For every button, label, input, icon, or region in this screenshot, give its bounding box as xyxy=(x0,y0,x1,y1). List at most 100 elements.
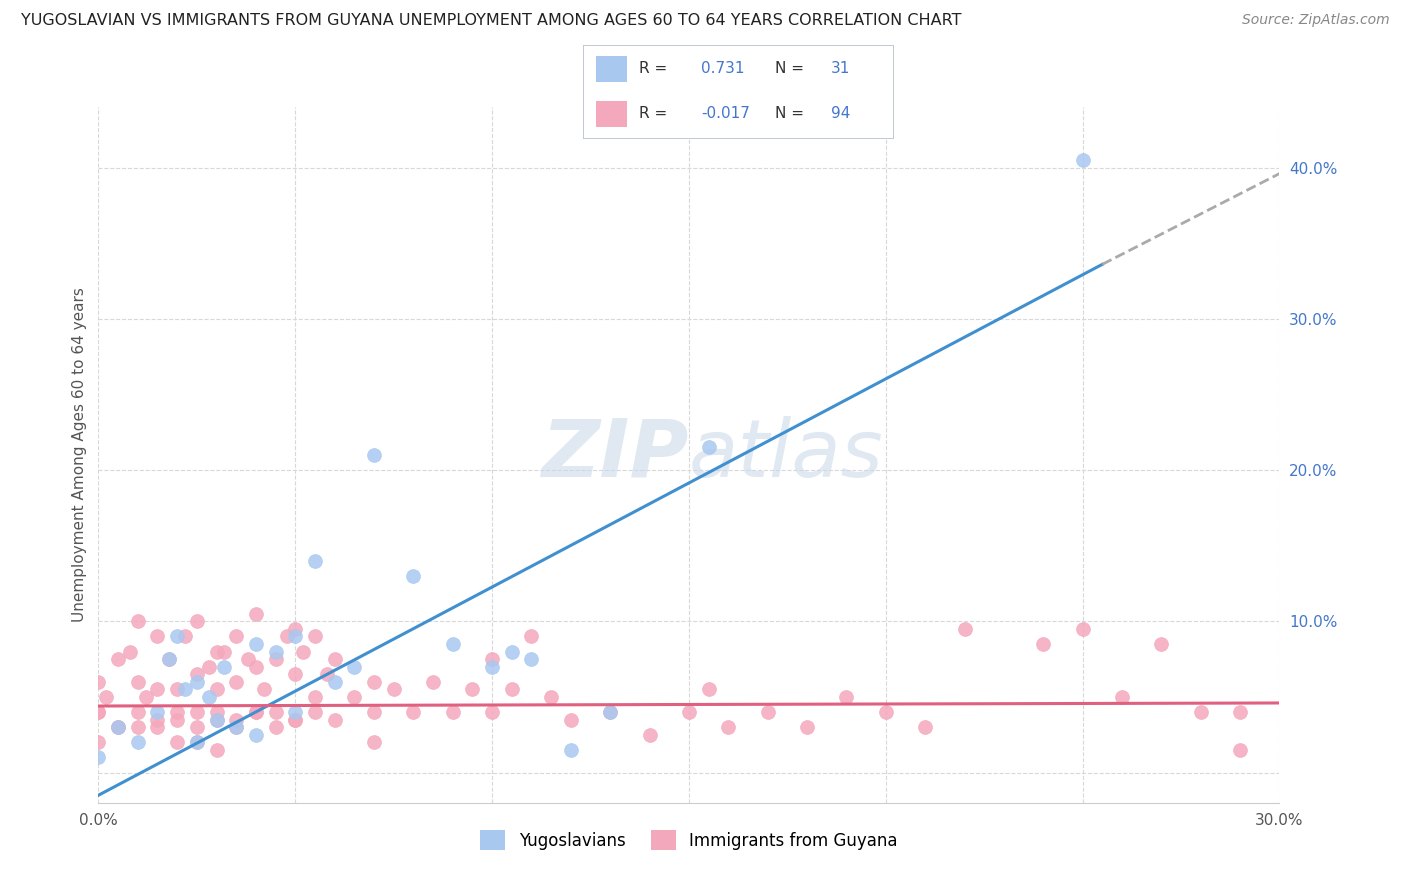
Point xyxy=(186,667,208,681)
Point xyxy=(402,705,425,719)
Text: atlas: atlas xyxy=(689,416,884,494)
Point xyxy=(501,682,523,697)
Point xyxy=(441,705,464,719)
Point xyxy=(146,705,169,719)
Point xyxy=(953,622,976,636)
Point xyxy=(402,569,425,583)
Point xyxy=(284,667,307,681)
Point xyxy=(157,652,180,666)
Point xyxy=(107,720,129,734)
Point xyxy=(678,705,700,719)
Point xyxy=(146,682,169,697)
Point xyxy=(481,705,503,719)
Point xyxy=(304,705,326,719)
Point xyxy=(1111,690,1133,704)
Y-axis label: Unemployment Among Ages 60 to 64 years: Unemployment Among Ages 60 to 64 years xyxy=(72,287,87,623)
Point xyxy=(186,735,208,749)
Point xyxy=(87,705,110,719)
Point xyxy=(382,682,405,697)
Point xyxy=(186,720,208,734)
Point xyxy=(304,690,326,704)
Point xyxy=(166,735,188,749)
Point xyxy=(284,629,307,643)
Point xyxy=(186,705,208,719)
Point xyxy=(1229,743,1251,757)
Point xyxy=(264,720,287,734)
Point xyxy=(315,667,337,681)
Point xyxy=(186,674,208,689)
Point xyxy=(214,644,236,658)
Point xyxy=(638,728,661,742)
Point xyxy=(875,705,897,719)
Legend: Yugoslavians, Immigrants from Guyana: Yugoslavians, Immigrants from Guyana xyxy=(474,823,904,857)
Point xyxy=(323,713,346,727)
Point xyxy=(146,713,169,727)
Point xyxy=(87,705,110,719)
Point xyxy=(343,690,366,704)
Point xyxy=(304,629,326,643)
Point xyxy=(520,629,543,643)
Point xyxy=(146,720,169,734)
Point xyxy=(225,713,247,727)
Point xyxy=(717,720,740,734)
Point xyxy=(1229,705,1251,719)
Point xyxy=(560,743,582,757)
Text: 94: 94 xyxy=(831,106,851,121)
Point xyxy=(166,682,188,697)
Point xyxy=(1189,705,1212,719)
Point xyxy=(205,644,228,658)
Point xyxy=(245,705,267,719)
Point xyxy=(87,750,110,764)
Point xyxy=(205,682,228,697)
Point xyxy=(264,644,287,658)
Point xyxy=(560,713,582,727)
Point xyxy=(284,705,307,719)
Point xyxy=(146,629,169,643)
Point xyxy=(343,659,366,673)
Point xyxy=(284,713,307,727)
Point xyxy=(292,644,315,658)
Point xyxy=(245,607,267,621)
Point xyxy=(157,652,180,666)
Point xyxy=(481,652,503,666)
Point xyxy=(599,705,621,719)
Point xyxy=(166,713,188,727)
Point xyxy=(225,720,247,734)
Text: YUGOSLAVIAN VS IMMIGRANTS FROM GUYANA UNEMPLOYMENT AMONG AGES 60 TO 64 YEARS COR: YUGOSLAVIAN VS IMMIGRANTS FROM GUYANA UN… xyxy=(21,13,962,29)
Point xyxy=(461,682,484,697)
Point xyxy=(363,705,385,719)
Point xyxy=(284,713,307,727)
Point xyxy=(205,713,228,727)
Point xyxy=(304,554,326,568)
Point xyxy=(1071,622,1094,636)
Text: R =: R = xyxy=(640,106,668,121)
Text: Source: ZipAtlas.com: Source: ZipAtlas.com xyxy=(1241,13,1389,28)
Point xyxy=(87,674,110,689)
Point xyxy=(481,659,503,673)
Point xyxy=(245,705,267,719)
Point xyxy=(87,735,110,749)
Point xyxy=(245,659,267,673)
Point xyxy=(1032,637,1054,651)
Text: -0.017: -0.017 xyxy=(702,106,749,121)
Point xyxy=(363,674,385,689)
Point xyxy=(796,720,818,734)
Point xyxy=(166,705,188,719)
Point xyxy=(276,629,298,643)
Bar xyxy=(596,56,627,82)
Text: N =: N = xyxy=(775,61,804,76)
Point xyxy=(96,690,118,704)
Point xyxy=(236,652,259,666)
Point xyxy=(914,720,936,734)
Point xyxy=(127,735,149,749)
Point xyxy=(174,629,197,643)
Point xyxy=(835,690,858,704)
Point xyxy=(697,682,720,697)
Point xyxy=(363,448,385,462)
Text: ZIP: ZIP xyxy=(541,416,689,494)
Point xyxy=(118,644,141,658)
Point xyxy=(284,622,307,636)
Point xyxy=(205,743,228,757)
Point xyxy=(363,735,385,749)
Point xyxy=(197,690,219,704)
